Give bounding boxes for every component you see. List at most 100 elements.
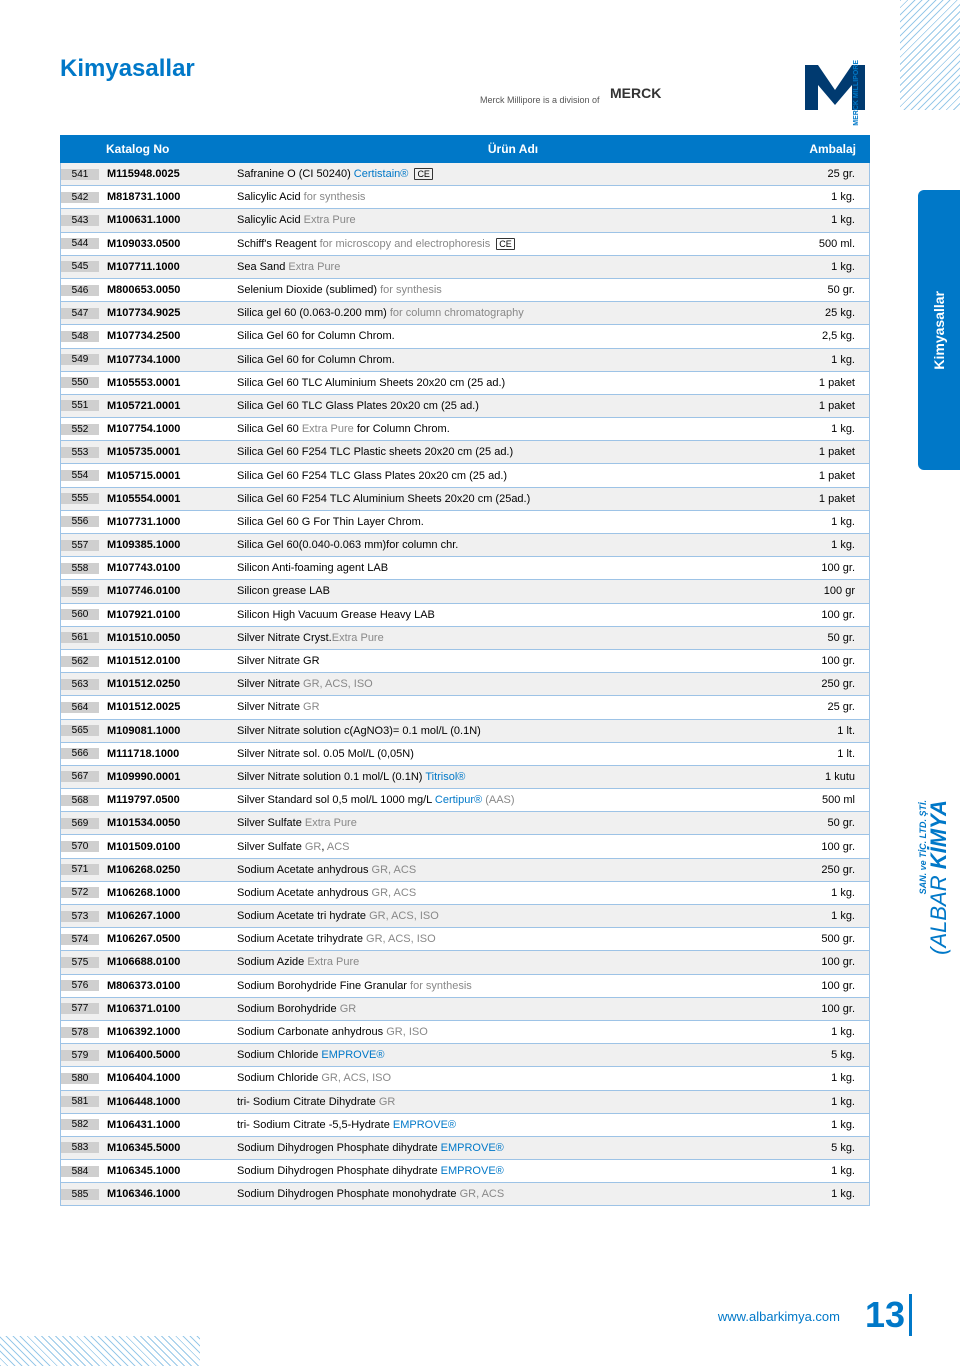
- product-name: Silver Nitrate solution c(AgNO3)= 0.1 mo…: [229, 725, 789, 737]
- catalog-number: M106345.5000: [99, 1142, 229, 1154]
- table-row: 560M107921.0100Silicon High Vacuum Greas…: [60, 604, 870, 627]
- row-number: 558: [61, 563, 99, 574]
- table-row: 575M106688.0100Sodium Azide Extra Pure10…: [60, 951, 870, 974]
- row-number: 584: [61, 1166, 99, 1177]
- package-size: 1 paket: [789, 446, 869, 458]
- product-name: Sodium Dihydrogen Phosphate monohydrate …: [229, 1188, 789, 1200]
- product-name: Silver Sulfate Extra Pure: [229, 817, 789, 829]
- product-name: Silver Nitrate GR: [229, 701, 789, 713]
- row-number: 543: [61, 215, 99, 226]
- catalog-number: M101510.0050: [99, 632, 229, 644]
- catalog-number: M106392.1000: [99, 1026, 229, 1038]
- table-row: 555M105554.0001Silica Gel 60 F254 TLC Al…: [60, 488, 870, 511]
- package-size: 1 kg.: [789, 261, 869, 273]
- row-number: 580: [61, 1073, 99, 1084]
- table-row: 577M106371.0100Sodium Borohydride GR100 …: [60, 998, 870, 1021]
- catalog-number: M818731.1000: [99, 191, 229, 203]
- table-row: 565M109081.1000Silver Nitrate solution c…: [60, 720, 870, 743]
- catalog-number: M106268.0250: [99, 864, 229, 876]
- row-number: 551: [61, 400, 99, 411]
- product-name: Salicylic Acid Extra Pure: [229, 214, 789, 226]
- row-number: 571: [61, 864, 99, 875]
- package-size: 25 gr.: [789, 168, 869, 180]
- row-number: 545: [61, 261, 99, 272]
- table-row: 567M109990.0001Silver Nitrate solution 0…: [60, 766, 870, 789]
- package-size: 500 ml: [789, 794, 869, 806]
- catalog-number: M109081.1000: [99, 725, 229, 737]
- merck-wordmark: MERCK: [610, 85, 661, 101]
- row-number: 585: [61, 1189, 99, 1200]
- header-urun: Ürün Adı: [228, 142, 790, 156]
- package-size: 1 kg.: [789, 191, 869, 203]
- table-row: 574M106267.0500Sodium Acetate trihydrate…: [60, 928, 870, 951]
- product-name: Safranine O (CI 50240) Certistain®: [229, 168, 789, 180]
- row-number: 568: [61, 795, 99, 806]
- table-row: 583M106345.5000Sodium Dihydrogen Phospha…: [60, 1137, 870, 1160]
- catalog-number: M106688.0100: [99, 956, 229, 968]
- package-size: 100 gr.: [789, 956, 869, 968]
- row-number: 562: [61, 656, 99, 667]
- product-name: Sodium Azide Extra Pure: [229, 956, 789, 968]
- product-name: Silver Nitrate GR, ACS, ISO: [229, 678, 789, 690]
- row-number: 569: [61, 818, 99, 829]
- row-number: 550: [61, 377, 99, 388]
- table-row: 573M106267.1000Sodium Acetate tri hydrat…: [60, 905, 870, 928]
- product-name: Silver Standard sol 0,5 mol/L 1000 mg/L …: [229, 794, 789, 806]
- table-body: 541M115948.0025Safranine O (CI 50240) Ce…: [60, 163, 870, 1206]
- table-row: 551M105721.0001Silica Gel 60 TLC Glass P…: [60, 395, 870, 418]
- package-size: 50 gr.: [789, 632, 869, 644]
- package-size: 2,5 kg.: [789, 330, 869, 342]
- product-name: Schiff's Reagent for microscopy and elec…: [229, 238, 789, 250]
- page-title: Kimyasallar: [60, 55, 195, 83]
- catalog-number: M105735.0001: [99, 446, 229, 458]
- row-number: 564: [61, 702, 99, 713]
- product-name: Sodium Acetate trihydrate GR, ACS, ISO: [229, 933, 789, 945]
- company-logo-vertical: (ALBAR KİMYA: [926, 800, 952, 955]
- row-number: 581: [61, 1096, 99, 1107]
- catalog-number: M119797.0500: [99, 794, 229, 806]
- product-name: Silica Gel 60(0.040-0.063 mm)for column …: [229, 539, 789, 551]
- row-number: 578: [61, 1027, 99, 1038]
- table-header-row: Katalog No Ürün Adı Ambalaj: [60, 135, 870, 163]
- table-row: 585M106346.1000Sodium Dihydrogen Phospha…: [60, 1183, 870, 1206]
- package-size: 1 kg.: [789, 887, 869, 899]
- package-size: 250 gr.: [789, 678, 869, 690]
- package-size: 1 kg.: [789, 1188, 869, 1200]
- product-name: Sodium Borohydride GR: [229, 1003, 789, 1015]
- catalog-number: M106448.1000: [99, 1096, 229, 1108]
- footer-url: www.albarkimya.com: [718, 1309, 840, 1324]
- catalog-number: M106267.1000: [99, 910, 229, 922]
- package-size: 1 lt.: [789, 725, 869, 737]
- package-size: 1 kg.: [789, 516, 869, 528]
- table-row: 578M106392.1000Sodium Carbonate anhydrou…: [60, 1021, 870, 1044]
- package-size: 1 kg.: [789, 1165, 869, 1177]
- package-size: 1 kg.: [789, 423, 869, 435]
- row-number: 553: [61, 447, 99, 458]
- division-text: Merck Millipore is a division of: [480, 95, 600, 105]
- product-name: Sodium Chloride GR, ACS, ISO: [229, 1072, 789, 1084]
- table-row: 571M106268.0250Sodium Acetate anhydrous …: [60, 859, 870, 882]
- table-row: 566M111718.1000Silver Nitrate sol. 0.05 …: [60, 743, 870, 766]
- row-number: 566: [61, 748, 99, 759]
- row-number: 541: [61, 169, 99, 180]
- catalog-number: M106267.0500: [99, 933, 229, 945]
- table-row: 580M106404.1000Sodium Chloride GR, ACS, …: [60, 1067, 870, 1090]
- row-number: 575: [61, 957, 99, 968]
- product-name: Silicon grease LAB: [229, 585, 789, 597]
- product-name: Sodium Acetate anhydrous GR, ACS: [229, 887, 789, 899]
- package-size: 1 lt.: [789, 748, 869, 760]
- row-number: 565: [61, 725, 99, 736]
- package-size: 1 paket: [789, 493, 869, 505]
- package-size: 100 gr: [789, 585, 869, 597]
- table-row: 541M115948.0025Safranine O (CI 50240) Ce…: [60, 163, 870, 186]
- product-name: Sodium Borohydride Fine Granular for syn…: [229, 980, 789, 992]
- table-row: 553M105735.0001Silica Gel 60 F254 TLC Pl…: [60, 441, 870, 464]
- table-row: 546M800653.0050Selenium Dioxide (sublime…: [60, 279, 870, 302]
- package-size: 1 kg.: [789, 910, 869, 922]
- row-number: 573: [61, 911, 99, 922]
- product-name: Silica Gel 60 for Column Chrom.: [229, 354, 789, 366]
- catalog-number: M101512.0025: [99, 701, 229, 713]
- package-size: 1 paket: [789, 400, 869, 412]
- package-size: 1 paket: [789, 470, 869, 482]
- product-name: Salicylic Acid for synthesis: [229, 191, 789, 203]
